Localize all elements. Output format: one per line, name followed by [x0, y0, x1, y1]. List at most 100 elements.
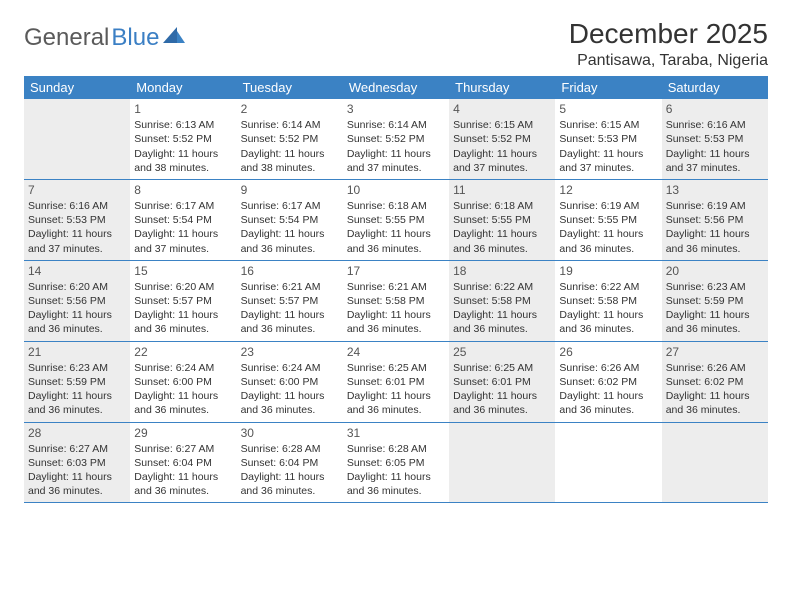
- sunset-text: Sunset: 5:55 PM: [559, 213, 657, 227]
- daylight-text: Daylight: 11 hours and 36 minutes.: [241, 389, 339, 417]
- sunset-text: Sunset: 6:04 PM: [241, 456, 339, 470]
- logo-text-blue: Blue: [111, 24, 159, 52]
- calendar-week-row: 1Sunrise: 6:13 AMSunset: 5:52 PMDaylight…: [24, 99, 768, 180]
- daylight-text: Daylight: 11 hours and 36 minutes.: [134, 470, 232, 498]
- daylight-text: Daylight: 11 hours and 36 minutes.: [241, 227, 339, 255]
- calendar-day-cell: 6Sunrise: 6:16 AMSunset: 5:53 PMDaylight…: [662, 99, 768, 179]
- day-number: 5: [559, 101, 657, 117]
- sunset-text: Sunset: 6:02 PM: [666, 375, 764, 389]
- daylight-text: Daylight: 11 hours and 37 minutes.: [666, 147, 764, 175]
- day-number: 28: [28, 425, 126, 441]
- sunset-text: Sunset: 5:53 PM: [666, 132, 764, 146]
- day-number: 23: [241, 344, 339, 360]
- day-number: 13: [666, 182, 764, 198]
- sunrise-text: Sunrise: 6:17 AM: [134, 199, 232, 213]
- sunrise-text: Sunrise: 6:21 AM: [347, 280, 445, 294]
- title-block: December 2025 Pantisawa, Taraba, Nigeria: [569, 18, 768, 70]
- day-number: 26: [559, 344, 657, 360]
- calendar-day-cell: 7Sunrise: 6:16 AMSunset: 5:53 PMDaylight…: [24, 180, 130, 260]
- sunset-text: Sunset: 6:00 PM: [241, 375, 339, 389]
- calendar-day-cell: 16Sunrise: 6:21 AMSunset: 5:57 PMDayligh…: [237, 261, 343, 341]
- sunset-text: Sunset: 5:52 PM: [347, 132, 445, 146]
- sunrise-text: Sunrise: 6:27 AM: [134, 442, 232, 456]
- sunrise-text: Sunrise: 6:20 AM: [134, 280, 232, 294]
- sunrise-text: Sunrise: 6:23 AM: [666, 280, 764, 294]
- day-number: 21: [28, 344, 126, 360]
- day-number: 3: [347, 101, 445, 117]
- day-number: 20: [666, 263, 764, 279]
- sunset-text: Sunset: 6:01 PM: [347, 375, 445, 389]
- calendar-header-cell: Sunday: [24, 76, 130, 99]
- day-number: 17: [347, 263, 445, 279]
- daylight-text: Daylight: 11 hours and 36 minutes.: [453, 308, 551, 336]
- calendar-day-cell: [24, 99, 130, 179]
- calendar-day-cell: 28Sunrise: 6:27 AMSunset: 6:03 PMDayligh…: [24, 423, 130, 503]
- calendar-week-row: 28Sunrise: 6:27 AMSunset: 6:03 PMDayligh…: [24, 423, 768, 504]
- sunrise-text: Sunrise: 6:22 AM: [453, 280, 551, 294]
- sunset-text: Sunset: 5:55 PM: [347, 213, 445, 227]
- logo: General Blue: [24, 24, 185, 52]
- sunset-text: Sunset: 5:56 PM: [666, 213, 764, 227]
- daylight-text: Daylight: 11 hours and 36 minutes.: [347, 470, 445, 498]
- sunrise-text: Sunrise: 6:15 AM: [559, 118, 657, 132]
- day-number: 14: [28, 263, 126, 279]
- month-title: December 2025: [569, 18, 768, 50]
- daylight-text: Daylight: 11 hours and 36 minutes.: [559, 227, 657, 255]
- sunset-text: Sunset: 6:00 PM: [134, 375, 232, 389]
- sunset-text: Sunset: 5:57 PM: [134, 294, 232, 308]
- daylight-text: Daylight: 11 hours and 36 minutes.: [28, 470, 126, 498]
- daylight-text: Daylight: 11 hours and 36 minutes.: [28, 308, 126, 336]
- daylight-text: Daylight: 11 hours and 36 minutes.: [241, 470, 339, 498]
- daylight-text: Daylight: 11 hours and 36 minutes.: [453, 389, 551, 417]
- sunrise-text: Sunrise: 6:26 AM: [559, 361, 657, 375]
- sunset-text: Sunset: 5:54 PM: [134, 213, 232, 227]
- calendar-header-row: SundayMondayTuesdayWednesdayThursdayFrid…: [24, 76, 768, 99]
- day-number: 18: [453, 263, 551, 279]
- sunrise-text: Sunrise: 6:14 AM: [347, 118, 445, 132]
- sunrise-text: Sunrise: 6:13 AM: [134, 118, 232, 132]
- calendar-day-cell: [449, 423, 555, 503]
- sunset-text: Sunset: 5:52 PM: [134, 132, 232, 146]
- daylight-text: Daylight: 11 hours and 36 minutes.: [559, 389, 657, 417]
- calendar-day-cell: 27Sunrise: 6:26 AMSunset: 6:02 PMDayligh…: [662, 342, 768, 422]
- calendar-day-cell: 18Sunrise: 6:22 AMSunset: 5:58 PMDayligh…: [449, 261, 555, 341]
- daylight-text: Daylight: 11 hours and 36 minutes.: [453, 227, 551, 255]
- daylight-text: Daylight: 11 hours and 37 minutes.: [28, 227, 126, 255]
- day-number: 24: [347, 344, 445, 360]
- day-number: 4: [453, 101, 551, 117]
- header-bar: General Blue December 2025 Pantisawa, Ta…: [24, 18, 768, 70]
- daylight-text: Daylight: 11 hours and 37 minutes.: [134, 227, 232, 255]
- sunset-text: Sunset: 6:03 PM: [28, 456, 126, 470]
- sunset-text: Sunset: 5:59 PM: [666, 294, 764, 308]
- calendar-day-cell: 21Sunrise: 6:23 AMSunset: 5:59 PMDayligh…: [24, 342, 130, 422]
- sunrise-text: Sunrise: 6:21 AM: [241, 280, 339, 294]
- sunset-text: Sunset: 5:58 PM: [347, 294, 445, 308]
- day-number: 9: [241, 182, 339, 198]
- daylight-text: Daylight: 11 hours and 38 minutes.: [241, 147, 339, 175]
- sunset-text: Sunset: 6:04 PM: [134, 456, 232, 470]
- sunrise-text: Sunrise: 6:24 AM: [134, 361, 232, 375]
- calendar-header-cell: Saturday: [662, 76, 768, 99]
- sunset-text: Sunset: 5:53 PM: [559, 132, 657, 146]
- sunset-text: Sunset: 5:52 PM: [241, 132, 339, 146]
- day-number: 6: [666, 101, 764, 117]
- sunset-text: Sunset: 6:05 PM: [347, 456, 445, 470]
- calendar-day-cell: 9Sunrise: 6:17 AMSunset: 5:54 PMDaylight…: [237, 180, 343, 260]
- daylight-text: Daylight: 11 hours and 36 minutes.: [666, 308, 764, 336]
- sunrise-text: Sunrise: 6:24 AM: [241, 361, 339, 375]
- daylight-text: Daylight: 11 hours and 36 minutes.: [134, 389, 232, 417]
- day-number: 22: [134, 344, 232, 360]
- calendar-day-cell: 8Sunrise: 6:17 AMSunset: 5:54 PMDaylight…: [130, 180, 236, 260]
- daylight-text: Daylight: 11 hours and 36 minutes.: [347, 308, 445, 336]
- sunset-text: Sunset: 5:54 PM: [241, 213, 339, 227]
- calendar-day-cell: 29Sunrise: 6:27 AMSunset: 6:04 PMDayligh…: [130, 423, 236, 503]
- calendar-day-cell: 4Sunrise: 6:15 AMSunset: 5:52 PMDaylight…: [449, 99, 555, 179]
- calendar-header-cell: Wednesday: [343, 76, 449, 99]
- calendar-day-cell: 14Sunrise: 6:20 AMSunset: 5:56 PMDayligh…: [24, 261, 130, 341]
- sunset-text: Sunset: 5:57 PM: [241, 294, 339, 308]
- sunset-text: Sunset: 5:56 PM: [28, 294, 126, 308]
- day-number: 29: [134, 425, 232, 441]
- sunrise-text: Sunrise: 6:25 AM: [347, 361, 445, 375]
- calendar-day-cell: 24Sunrise: 6:25 AMSunset: 6:01 PMDayligh…: [343, 342, 449, 422]
- daylight-text: Daylight: 11 hours and 36 minutes.: [347, 227, 445, 255]
